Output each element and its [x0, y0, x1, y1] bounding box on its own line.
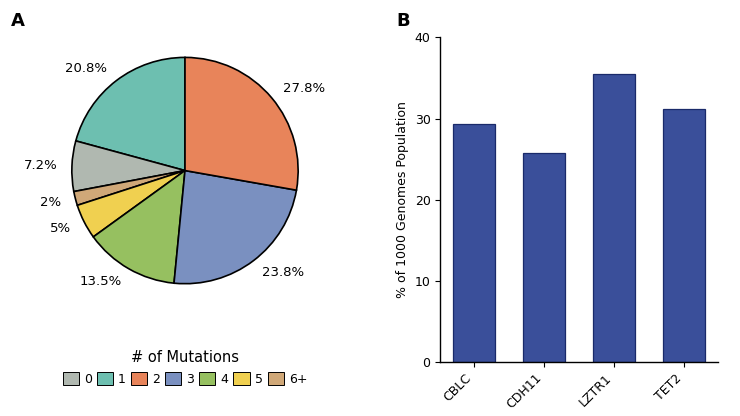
Wedge shape: [72, 141, 185, 191]
Y-axis label: % of 1000 Genomes Population: % of 1000 Genomes Population: [396, 101, 409, 298]
Text: 7.2%: 7.2%: [24, 159, 57, 172]
Text: 5%: 5%: [50, 222, 71, 235]
Text: 23.8%: 23.8%: [263, 266, 304, 279]
Text: 13.5%: 13.5%: [79, 275, 121, 288]
Wedge shape: [77, 171, 185, 237]
Wedge shape: [185, 57, 298, 190]
Text: B: B: [396, 12, 409, 30]
Text: 2%: 2%: [40, 196, 61, 209]
Bar: [663, 109, 705, 362]
Text: A: A: [11, 12, 25, 30]
Bar: [593, 74, 635, 362]
Text: 27.8%: 27.8%: [283, 82, 325, 95]
Legend: 0, 1, 2, 3, 4, 5, 6+: 0, 1, 2, 3, 4, 5, 6+: [58, 345, 312, 391]
Wedge shape: [174, 171, 297, 284]
Wedge shape: [75, 57, 185, 171]
Wedge shape: [74, 171, 185, 206]
Wedge shape: [93, 171, 185, 283]
Bar: [523, 153, 565, 362]
Text: 20.8%: 20.8%: [65, 62, 107, 75]
Bar: [453, 124, 495, 362]
